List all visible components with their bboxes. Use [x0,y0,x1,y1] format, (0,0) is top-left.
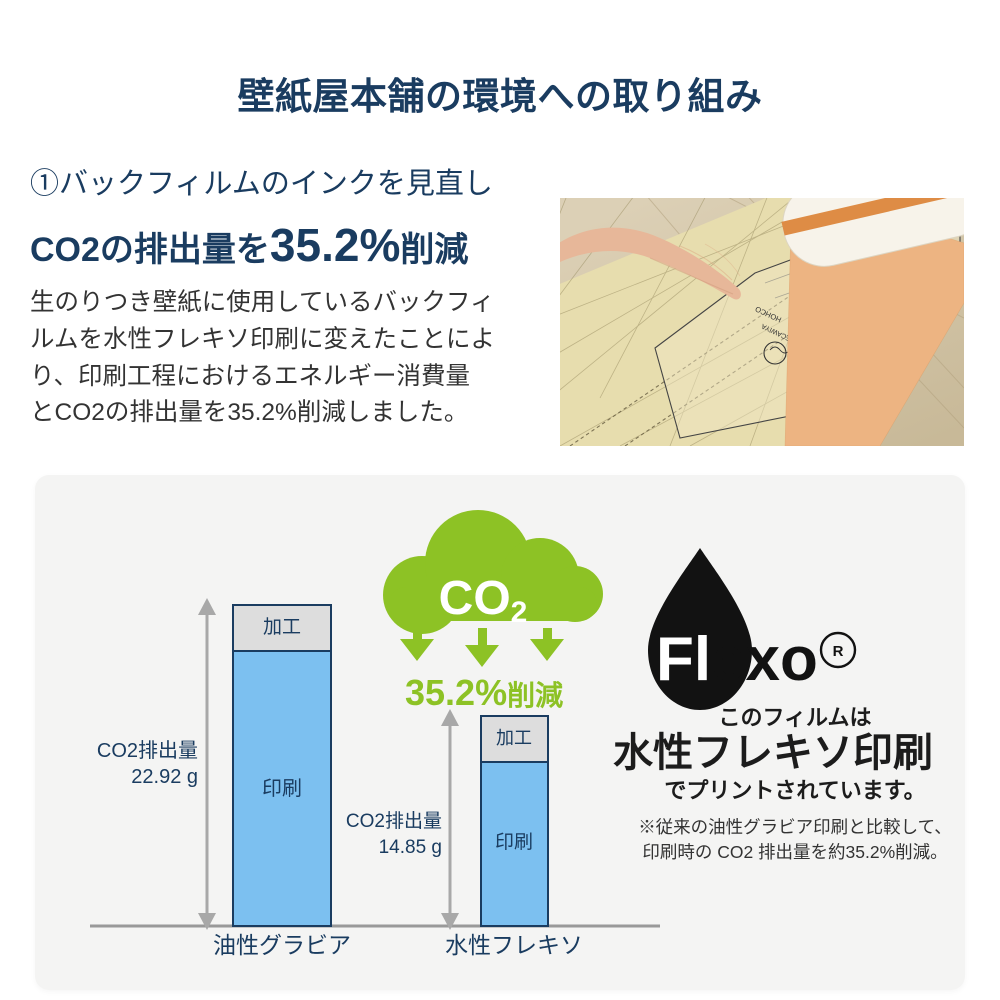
svg-text:印刷: 印刷 [262,777,302,800]
svg-text:35.2%削減: 35.2%削減 [405,672,563,713]
svg-text:このフィルムは: このフィルムは [718,705,871,730]
svg-text:14.85 g: 14.85 g [379,837,442,858]
svg-text:加工: 加工 [496,728,532,748]
svg-text:22.92 g: 22.92 g [131,766,198,788]
svg-text:印刷時の CO2 排出量を約35.2%削減。: 印刷時の CO2 排出量を約35.2%削減。 [642,842,947,862]
svg-text:R: R [833,643,844,660]
svg-text:水性フレキソ: 水性フレキソ [445,932,583,958]
svg-text:印刷: 印刷 [495,831,533,853]
svg-text:でプリントされています。: でプリントされています。 [664,778,925,803]
svg-text:加工: 加工 [263,616,301,638]
svg-text:exo: exo [711,625,818,694]
svg-text:水性フレキソ印刷: 水性フレキソ印刷 [613,731,933,775]
svg-text:油性グラビア: 油性グラビア [213,932,351,958]
svg-text:CO2排出量: CO2排出量 [97,739,198,762]
svg-text:※従来の油性グラビア印刷と比較して、: ※従来の油性グラビア印刷と比較して、 [638,817,952,837]
svg-text:CO2排出量: CO2排出量 [346,810,442,832]
svg-text:Fl: Fl [656,625,711,694]
